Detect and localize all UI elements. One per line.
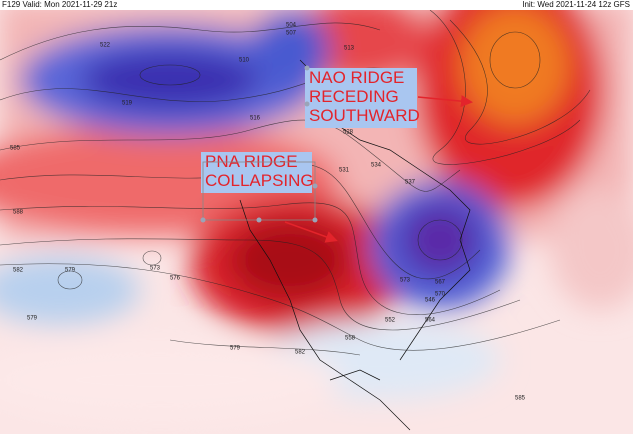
contour-label: 573 (400, 278, 411, 284)
contour-label: 582 (13, 268, 24, 274)
contour-label: 516 (250, 116, 261, 122)
contour-label: 576 (170, 276, 181, 282)
contour-label: 537 (405, 180, 416, 186)
contour-label: 570 (435, 292, 446, 298)
contour-label: 579 (27, 316, 38, 322)
valid-time: F129 Valid: Mon 2021-11-29 21z (2, 0, 117, 9)
contour-label: 546 (425, 298, 436, 304)
contour-label: 522 (100, 43, 111, 49)
selection-handles (200, 65, 318, 223)
contour-label: 582 (295, 350, 306, 356)
contour-label: 534 (371, 163, 382, 169)
contour-label: 507 (286, 31, 297, 37)
header-bar (0, 0, 633, 10)
annotation-arrow (417, 95, 473, 108)
contour-label: 504 (286, 23, 297, 29)
contour-label: 528 (343, 130, 354, 136)
contour-label: 513 (344, 46, 355, 52)
annotation-text: SOUTHWARD (309, 106, 420, 125)
contour-label: 510 (239, 58, 250, 64)
contour-label: 531 (339, 168, 350, 174)
contour-label: 558 (345, 336, 356, 342)
annotation-text: COLLAPSING (205, 171, 314, 190)
contour-label: 519 (122, 101, 133, 107)
contour-label: 573 (150, 266, 161, 272)
contour-label: 552 (385, 318, 396, 324)
annotation-text: PNA RIDGE (205, 152, 298, 171)
contour-label: 564 (425, 318, 436, 324)
contour-label: 585 (10, 146, 21, 152)
contour-label: 579 (65, 268, 76, 274)
annotation-text: RECEDING (309, 87, 399, 106)
annotation-box (305, 68, 417, 128)
annotation-box (201, 152, 312, 193)
contour-label: 567 (435, 280, 446, 286)
contour-label: 579 (230, 346, 241, 352)
contour-label: 585 (515, 396, 526, 402)
annotation-arrow (284, 221, 338, 243)
annotation-text: NAO RIDGE (309, 68, 404, 87)
init-time: Init: Wed 2021-11-24 12z GFS (522, 0, 630, 9)
contour-label: 588 (13, 210, 24, 216)
contours (0, 9, 591, 356)
